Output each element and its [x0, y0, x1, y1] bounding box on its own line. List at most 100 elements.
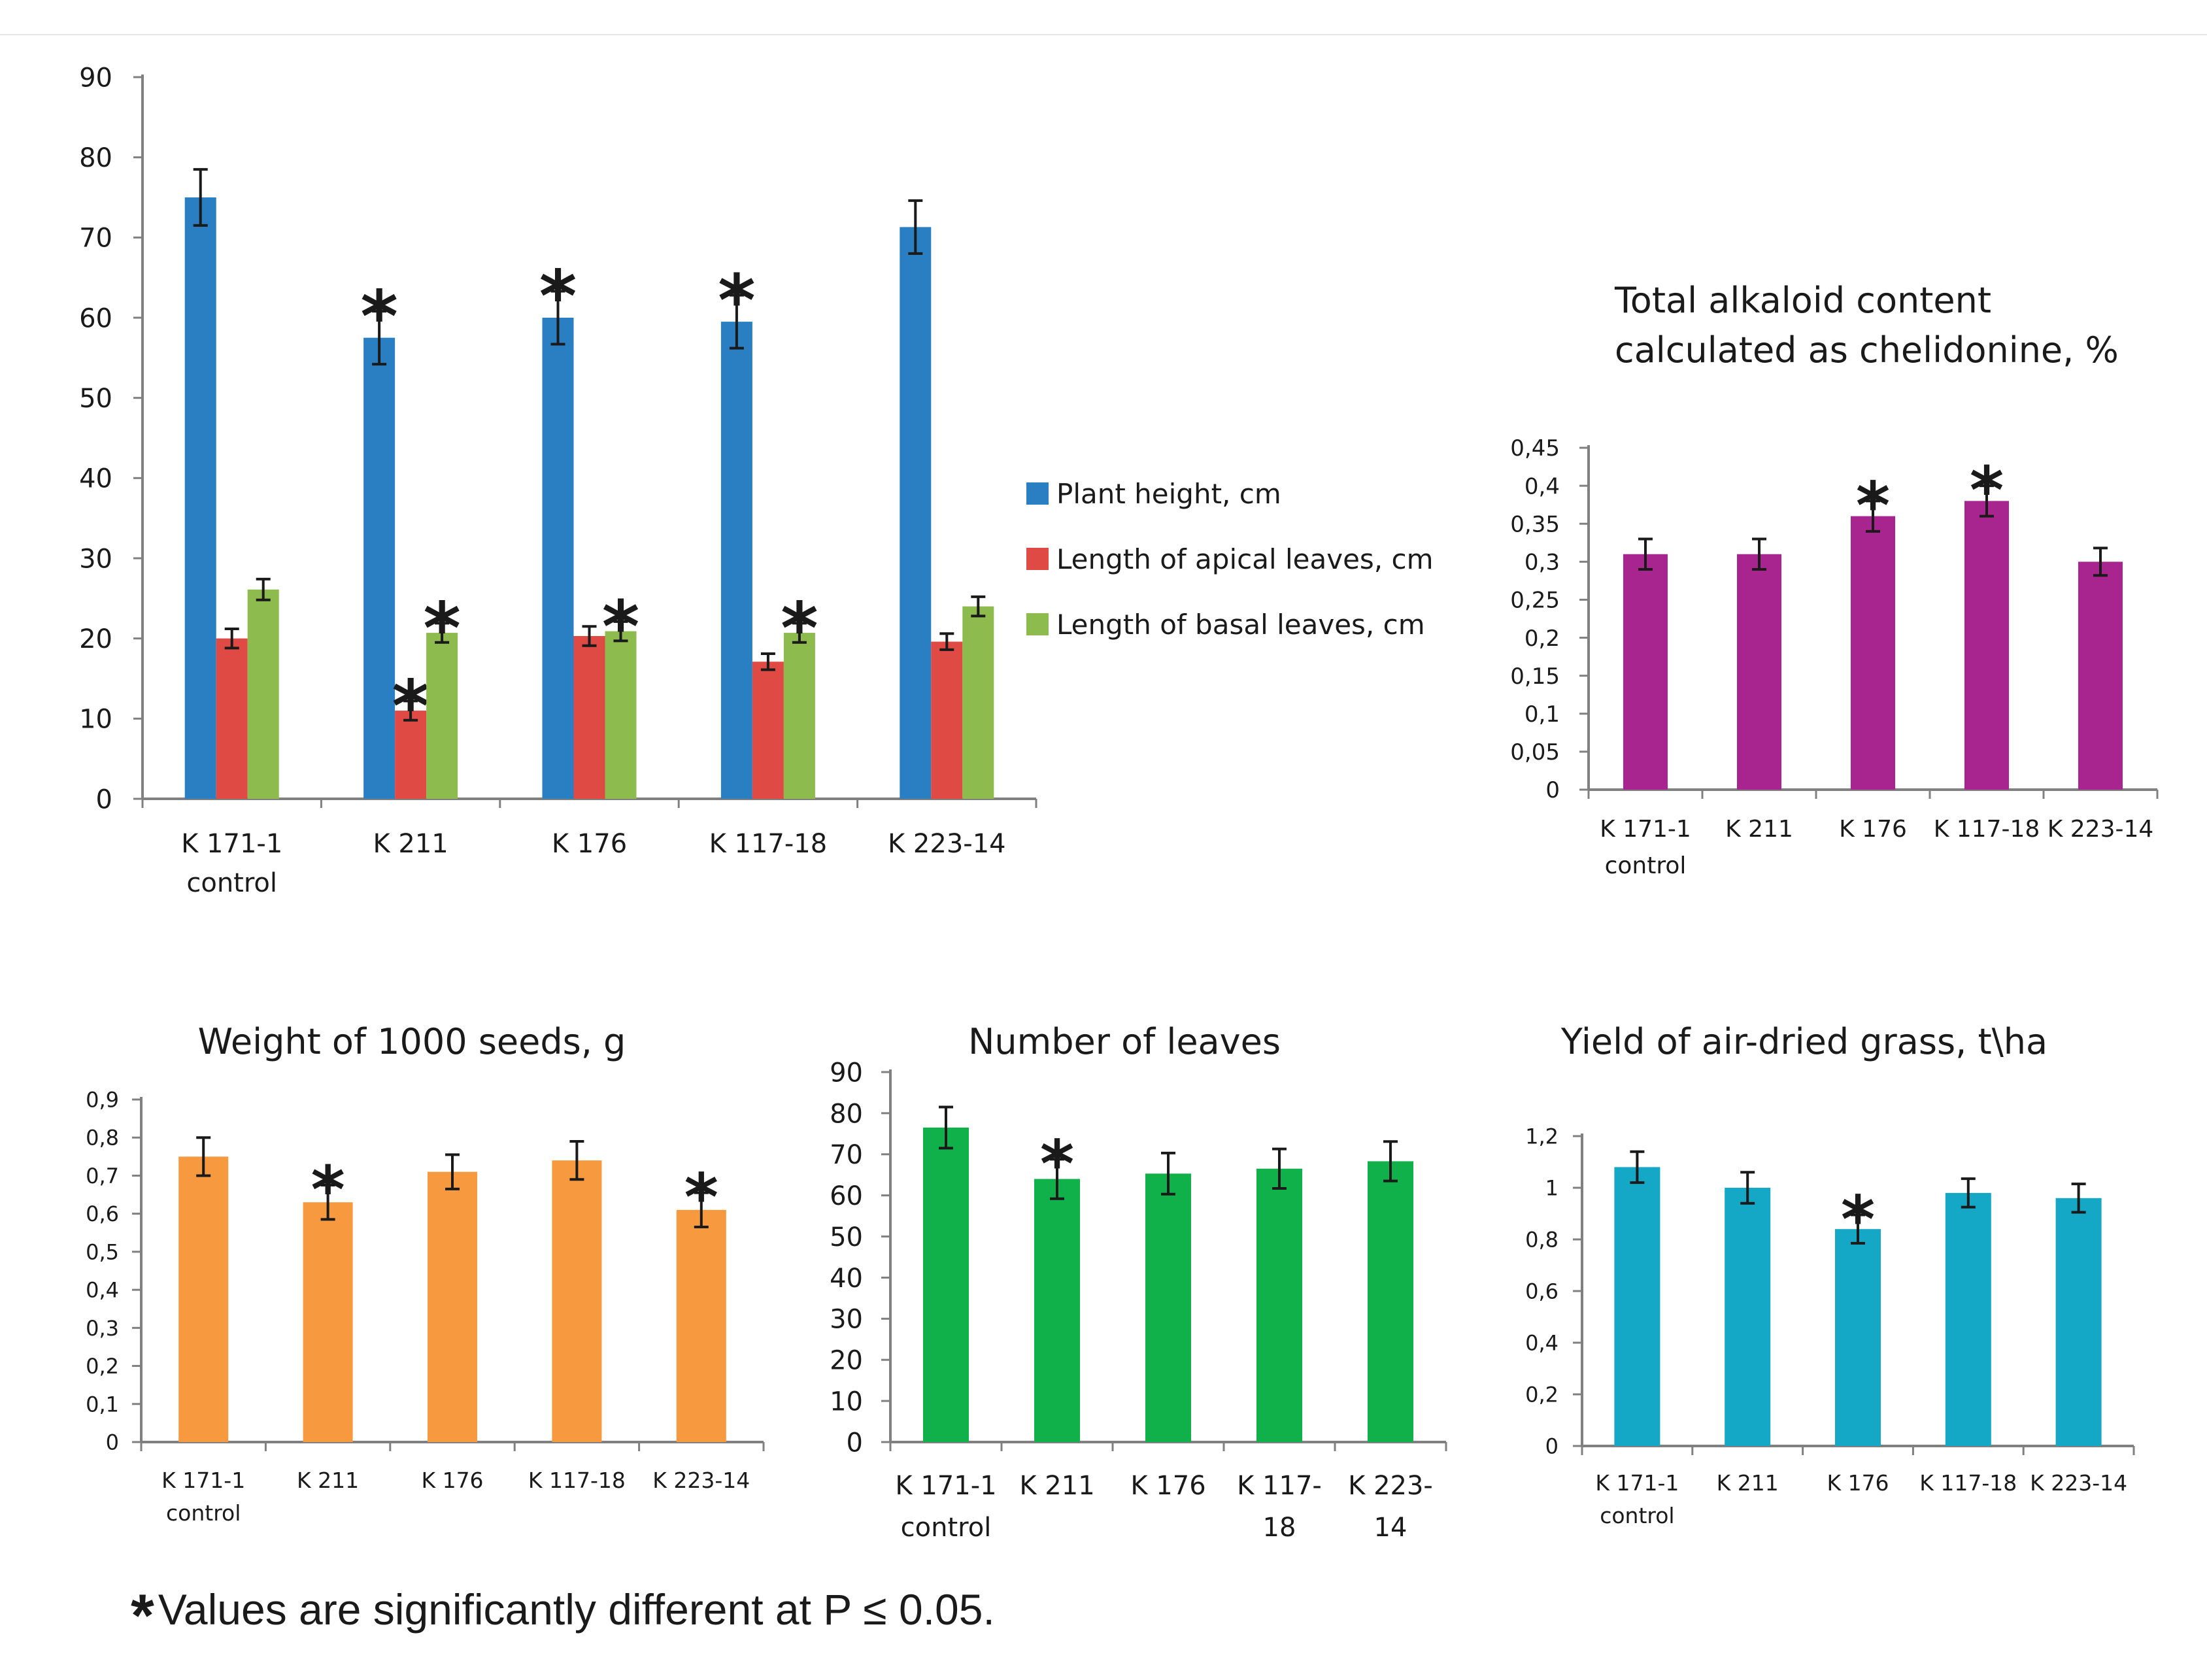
yield-y-tick-label: 0,6 [1525, 1279, 1558, 1304]
seeds-title: Weight of 1000 seeds, g [198, 1021, 626, 1062]
leaves-bar [1368, 1161, 1413, 1442]
morphology-bar [962, 606, 994, 799]
yield-bar [1835, 1229, 1881, 1446]
seeds-significance-star: * [311, 1152, 345, 1228]
seeds-category-label: K 171-1 control [161, 1468, 245, 1526]
leaves-category-label: K 176 [1130, 1471, 1205, 1501]
yield-title: Yield of air-dried grass, t\ha [1560, 1021, 2047, 1062]
footnote-text: Values are significantly different at P … [158, 1585, 995, 1634]
alkaloid-bar [1737, 554, 1781, 790]
morphology-bar [900, 227, 932, 799]
morphology-bar [752, 662, 784, 799]
leaves-bar [1145, 1173, 1191, 1442]
alkaloid-category-label: K 211 [1725, 816, 1793, 843]
yield-y-tick-label: 0 [1545, 1434, 1558, 1459]
morphology-bar [783, 633, 815, 799]
morphology-significance-star: * [423, 587, 461, 671]
seeds-category-label: K 117-18 [528, 1468, 626, 1493]
morphology-y-tick-label: 80 [79, 143, 112, 173]
alkaloid-y-tick-label: 0,2 [1525, 626, 1560, 652]
seeds-significance-star: * [684, 1160, 718, 1236]
leaves-y-tick-label: 60 [830, 1181, 863, 1211]
alkaloid-bar [1623, 554, 1668, 790]
morphology-bar [184, 197, 216, 799]
seeds-y-tick-label: 0,2 [86, 1354, 119, 1379]
alkaloid-y-tick-label: 0,3 [1525, 550, 1560, 576]
alkaloid-chart: Total alkaloid content calculated as chel… [1510, 280, 2159, 879]
seeds-y-tick-label: 0,3 [86, 1316, 119, 1341]
morphology-bar [542, 318, 574, 799]
alkaloid-y-tick-label: 0,15 [1510, 664, 1560, 690]
morphology-category-label: K 176 [552, 829, 627, 859]
morphology-y-tick-label: 10 [79, 705, 112, 735]
morphology-bar [395, 711, 427, 799]
significance-star-symbol: * [131, 1583, 154, 1649]
alkaloid-bar [1851, 516, 1895, 790]
seeds-category-label: K 176 [421, 1468, 483, 1493]
morphology-significance-star: * [781, 587, 818, 671]
leaves-category-label: K 211 [1019, 1471, 1094, 1501]
seeds-category-label: K 223-14 [652, 1468, 750, 1493]
morphology-bar [363, 337, 396, 799]
morphology-significance-star: * [602, 585, 640, 669]
alkaloid-bar [2078, 562, 2123, 790]
seeds-y-tick-label: 0,5 [86, 1239, 119, 1264]
alkaloid-title: Total alkaloid content calculated as chel… [1614, 280, 2119, 371]
seeds-y-tick-label: 0,4 [86, 1278, 119, 1303]
morphology-bar [216, 638, 248, 799]
morphology-category-label: K 223-14 [888, 829, 1006, 859]
morphology-y-tick-label: 30 [79, 544, 112, 574]
leaves-chart: Number of leaves 0 10 20 30 40 50 60 70 80 90 K 171… [830, 1021, 1447, 1543]
seeds-y-tick-label: 0,7 [86, 1164, 119, 1188]
morphology-y-tick-label: 40 [79, 464, 112, 494]
seeds-bar [552, 1160, 602, 1442]
yield-category-label: K 117-18 [1919, 1470, 2017, 1496]
morphology-legend-label: Length of apical leaves, cm [1056, 543, 1434, 575]
seeds-y-tick-label: 0,8 [86, 1126, 119, 1151]
alkaloid-category-label: K 117-18 [1934, 816, 2040, 843]
morphology-legend-label: Plant height, cm [1056, 478, 1281, 510]
alkaloid-y-tick-label: 0,1 [1525, 701, 1560, 728]
yield-category-label: K 171-1 control [1595, 1470, 1679, 1528]
alkaloid-y-tick-label: 0,35 [1510, 511, 1560, 537]
leaves-y-tick-label: 10 [830, 1387, 863, 1417]
leaves-y-tick-label: 20 [830, 1346, 863, 1376]
leaves-y-tick-label: 30 [830, 1305, 863, 1335]
morphology-category-label: K 117-18 [709, 829, 828, 859]
seeds-y-tick-label: 0,1 [86, 1392, 119, 1417]
alkaloid-y-tick-label: 0,4 [1525, 473, 1560, 499]
alkaloid-y-tick-label: 0,45 [1510, 435, 1560, 462]
leaves-bar [923, 1127, 969, 1442]
seeds-bar [676, 1209, 726, 1442]
alkaloid-y-tick-label: 0 [1545, 777, 1560, 803]
yield-y-tick-label: 0,4 [1525, 1331, 1558, 1356]
alkaloid-category-label: K 223-14 [2047, 816, 2154, 843]
leaves-bar [1034, 1179, 1080, 1442]
morphology-y-tick-label: 70 [79, 224, 112, 254]
morphology-y-tick-label: 0 [96, 784, 112, 815]
leaves-y-tick-label: 90 [830, 1058, 863, 1088]
morphology-significance-star: * [392, 665, 430, 748]
morphology-significance-star: * [718, 259, 756, 343]
seeds-category-label: K 211 [297, 1468, 359, 1493]
morphology-y-tick-label: 50 [79, 384, 112, 414]
yield-y-tick-label: 0,2 [1525, 1383, 1558, 1407]
yield-significance-star: * [1841, 1181, 1875, 1258]
morphology-legend-swatch [1026, 482, 1049, 505]
morphology-bar [426, 633, 458, 799]
morphology-legend-label: Length of basal leaves, cm [1056, 609, 1425, 641]
yield-y-tick-label: 1 [1545, 1176, 1558, 1201]
leaves-category-label: K 223-14 [1348, 1471, 1433, 1543]
morphology-bar [247, 589, 279, 799]
yield-bar [1725, 1188, 1771, 1446]
leaves-y-tick-label: 40 [830, 1264, 863, 1294]
morphology-bar [720, 322, 752, 799]
significance-footnote: *Values are significantly different at P… [131, 1582, 995, 1651]
yield-y-tick-label: 1,2 [1525, 1124, 1558, 1149]
leaves-category-label: K 171-1 control [895, 1471, 996, 1543]
morphology-chart: 0 10 20 30 40 50 60 70 80 90 K 171-1 control K 211 K … [79, 63, 1433, 898]
yield-category-label: K 211 [1717, 1470, 1779, 1496]
seeds-bar [178, 1156, 229, 1442]
leaves-y-tick-label: 80 [830, 1099, 863, 1129]
seeds-chart: Weight of 1000 seeds, g 0 0,1 0,2 0,3 0,4 0,5 0… [86, 1021, 765, 1526]
